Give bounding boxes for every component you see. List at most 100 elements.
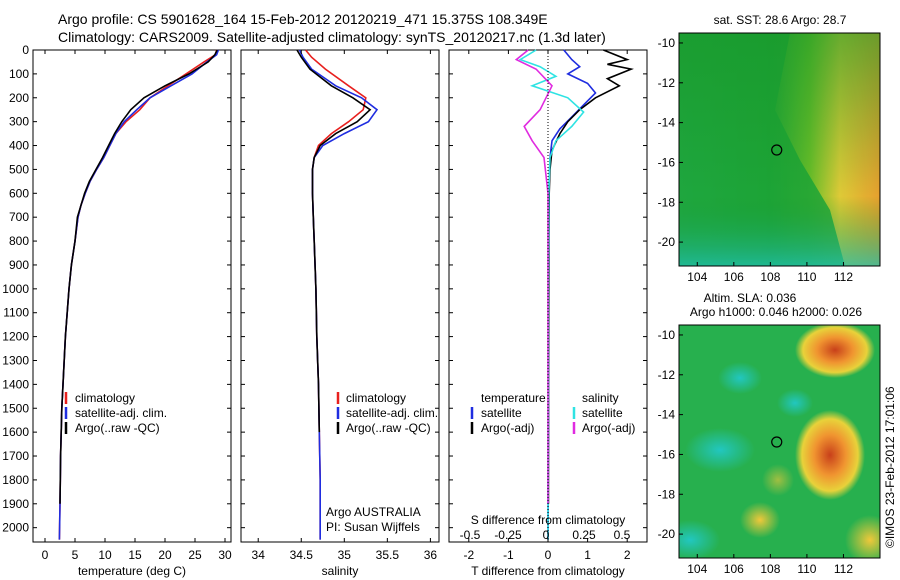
map-y-tick-label: -12 — [658, 76, 676, 90]
s-tick-label: 0.25 — [572, 528, 596, 542]
y-tick-label: 600 — [9, 186, 29, 200]
series-line — [296, 49, 372, 433]
legend-label-t-satellite: satellite — [481, 406, 522, 420]
y-tick-label: 800 — [9, 234, 29, 248]
sla-map-title-line-1: Altim. SLA: 0.036 — [704, 291, 797, 305]
series-line — [547, 49, 634, 504]
legend-label-argo: Argo(..raw -QC) — [346, 421, 431, 435]
x-tick-label: 2 — [624, 548, 631, 562]
x-tick-label: 30 — [218, 548, 232, 562]
x-tick-label: 20 — [158, 548, 172, 562]
map-y-tick-label: -20 — [658, 527, 676, 541]
sla-map-axes: 104 106 108 110 112 -10 -12 -14 -16 -18 -20 — [658, 328, 854, 576]
x-tick-label: 36 — [424, 548, 438, 562]
sst-map-axes: 104 106 108 110 112 -10 -12 -14 -16 -18 -20 — [658, 36, 854, 284]
y-tick-label: 1100 — [3, 306, 29, 320]
y-tick-label: 1400 — [2, 377, 29, 391]
sla-map-image — [679, 325, 880, 558]
watermark: ©IMOS 23-Feb-2012 17:01:06 — [883, 386, 897, 548]
x-tick-label: 35.5 — [376, 548, 400, 562]
legend-title-salinity: salinity — [582, 391, 619, 405]
y-tick-label: 1000 — [2, 282, 29, 296]
x-tick-label: 34.5 — [290, 548, 314, 562]
series-line — [298, 49, 379, 540]
map-x-tick-label: 108 — [760, 270, 780, 284]
x-tick-label: 15 — [128, 548, 142, 562]
x-tick-label: 10 — [98, 548, 112, 562]
x-tick-label: 35 — [338, 548, 352, 562]
legend-label-satellite: satellite-adj. clim. — [75, 406, 167, 420]
legend-label-satellite: satellite-adj. clim. — [346, 406, 438, 420]
sst-map-frame — [678, 32, 881, 267]
s-tick-label: -0.25 — [494, 528, 522, 542]
map-y-tick-label: -10 — [658, 328, 676, 342]
x-tick-label: 34 — [252, 548, 266, 562]
series-line — [547, 49, 597, 540]
salinity-xlabel: salinity — [322, 564, 359, 578]
y-tick-label: 1300 — [2, 353, 29, 367]
temperature-legend: climatology satellite-adj. clim. Argo(..… — [64, 391, 167, 435]
salinity-legend: climatology satellite-adj. clim. Argo(..… — [336, 391, 438, 435]
map-y-tick-label: -14 — [658, 116, 676, 130]
map-y-tick-label: -16 — [658, 447, 676, 461]
map-x-tick-label: 108 — [760, 562, 780, 576]
map-y-tick-label: -20 — [658, 235, 676, 249]
series-line — [58, 49, 220, 540]
map-x-tick-label: 104 — [687, 270, 707, 284]
x-tick-label: 0 — [545, 548, 552, 562]
y-tick-label: 900 — [9, 258, 29, 272]
series-line — [304, 49, 367, 540]
series-line — [58, 49, 218, 540]
title-line-1: Argo profile: CS 5901628_164 15-Feb-2012… — [58, 11, 548, 27]
legend-label-climatology: climatology — [75, 391, 135, 405]
y-tick-label: 700 — [9, 210, 29, 224]
temperature-profiles: 0 5 10 15 20 25 30 — [42, 49, 232, 562]
s-tick-label: -0.5 — [460, 528, 481, 542]
map-y-tick-label: -14 — [658, 408, 676, 422]
x-tick-label: 5 — [72, 548, 79, 562]
legend-title-temperature: temperature — [481, 391, 546, 405]
x-tick-label: 25 — [188, 548, 202, 562]
map-y-tick-label: -18 — [658, 195, 676, 209]
y-tick-label: 300 — [9, 115, 29, 129]
y-tick-label: 400 — [9, 139, 29, 153]
map-x-tick-label: 112 — [834, 562, 853, 576]
x-tick-label: -2 — [463, 548, 474, 562]
sst-map-title: sat. SST: 28.6 Argo: 28.7 — [714, 13, 847, 27]
map-x-tick-label: 106 — [724, 270, 744, 284]
map-x-tick-label: 106 — [724, 562, 744, 576]
temperature-axes — [32, 49, 232, 543]
s-difference-label: S difference from climatology — [471, 513, 626, 527]
map-x-tick-label: 104 — [687, 562, 707, 576]
series-line — [59, 49, 218, 504]
map-x-tick-label: 110 — [797, 562, 816, 576]
legend-label-climatology: climatology — [346, 391, 406, 405]
difference-legend-temperature: temperature satellite Argo(-adj) — [470, 391, 546, 435]
temperature-xlabel: temperature (deg C) — [78, 564, 186, 578]
y-tick-label: 100 — [9, 67, 29, 81]
map-y-tick-label: -12 — [658, 368, 676, 382]
argo-position-marker — [771, 144, 783, 156]
y-tick-label: 1800 — [2, 473, 29, 487]
x-tick-label: 1 — [584, 548, 591, 562]
salinity-axes — [240, 49, 440, 543]
map-x-tick-label: 112 — [834, 270, 853, 284]
sst-map-image — [679, 33, 880, 266]
depth-axis: 0 100 200 300 400 500 600 700 800 900 1000 1100 1200… — [2, 43, 647, 535]
legend-label-s-argo: Argo(-adj) — [582, 421, 635, 435]
s-tick-label: 0.5 — [614, 528, 631, 542]
s-tick-label: 0 — [543, 528, 550, 542]
sla-map-frame — [678, 324, 881, 559]
y-tick-label: 1200 — [2, 330, 29, 344]
float-annotation-line-1: Argo AUSTRALIA — [326, 505, 421, 519]
y-tick-label: 1900 — [2, 497, 29, 511]
y-tick-label: 2000 — [2, 521, 29, 535]
argo-position-marker — [771, 436, 783, 448]
y-tick-label: 1600 — [2, 425, 29, 439]
difference-xlabel: T difference from climatology — [471, 564, 625, 578]
legend-label-s-satellite: satellite — [582, 406, 623, 420]
y-tick-label: 1700 — [2, 449, 29, 463]
sla-map-title-line-2: Argo h1000: 0.046 h2000: 0.026 — [690, 305, 862, 319]
title-line-2: Climatology: CARS2009. Satellite-adjuste… — [58, 29, 606, 45]
